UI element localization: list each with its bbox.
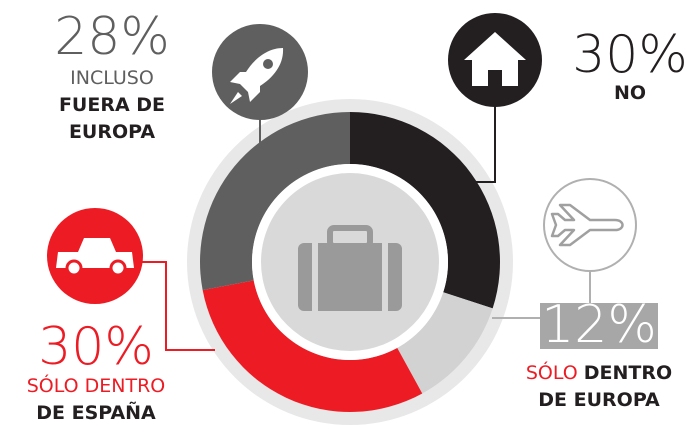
label-part: INCLUSO	[70, 67, 154, 89]
category-label: SÓLO DENTRO	[526, 360, 672, 384]
house-icon	[448, 13, 542, 107]
label-part: SÓLO	[526, 360, 584, 384]
value-label: 12%	[541, 295, 657, 355]
value-label: 30%	[572, 25, 688, 85]
label-part: FUERA DE	[59, 94, 165, 116]
car-icon	[47, 208, 143, 304]
category-label: EUROPA	[69, 121, 155, 143]
plane-icon	[543, 178, 637, 272]
category-label: DE EUROPA	[538, 389, 660, 411]
label-part: EUROPA	[69, 121, 155, 143]
label-part: DENTRO	[584, 362, 672, 384]
suitcase-icon	[298, 225, 402, 311]
category-label: FUERA DE	[59, 94, 165, 116]
category-label: SÓLO DENTRO	[27, 373, 166, 397]
rocket-icon	[212, 24, 308, 120]
category-label: INCLUSO	[70, 67, 154, 89]
label-box	[540, 303, 658, 349]
donut-slice	[397, 292, 493, 394]
donut-slice	[199, 112, 350, 291]
category-label: NO	[614, 82, 646, 104]
label-part: DE ESPAÑA	[36, 400, 156, 424]
value-label: 30%	[38, 317, 154, 377]
label-part: SÓLO DENTRO	[27, 373, 166, 397]
label-part: NO	[614, 82, 646, 104]
donut-slice	[350, 112, 500, 309]
label-part: DE EUROPA	[538, 389, 660, 411]
category-label: DE ESPAÑA	[36, 400, 156, 424]
donut-slice	[202, 280, 423, 412]
value-label: 28%	[54, 7, 170, 67]
